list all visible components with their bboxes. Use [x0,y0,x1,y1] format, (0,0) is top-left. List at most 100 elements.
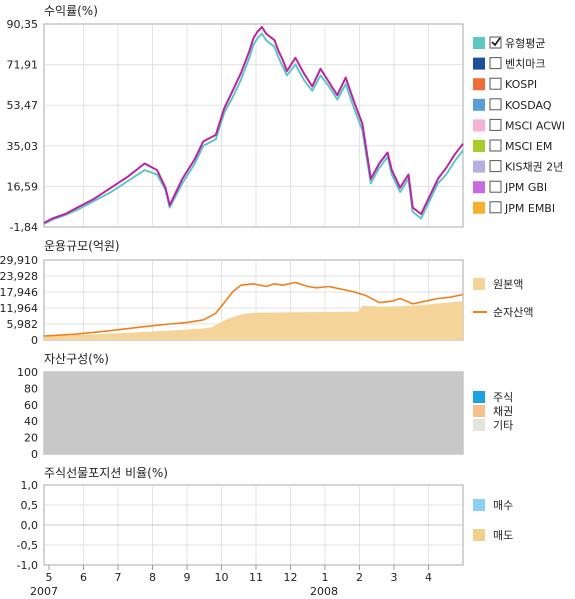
legend-checkbox[interactable] [489,57,502,70]
legend-item[interactable]: JPM EMBI [473,201,555,215]
y-tick-label: 53,47 [7,99,39,112]
legend-label: MSCI EM [505,140,552,153]
y-tick-label: 23,928 [0,270,38,283]
legend-item[interactable]: MSCI ACWI [473,118,565,132]
y-tick-label: 0 [31,334,38,347]
legend-swatch [473,499,485,511]
legend-swatch [473,160,485,173]
asset-mix-chart-title: 자산구성(%) [44,352,109,366]
x-tick-label: 11 [249,571,263,584]
legend-label: 주식 [493,391,513,404]
legend-swatch [473,37,485,49]
y-tick-label: 90,35 [7,18,39,31]
y-tick-label: 100 [17,366,38,379]
legend-label: 순자산액 [493,306,533,319]
legend-item[interactable]: KOSPI [473,77,537,91]
legend-swatch [473,529,485,541]
x-tick-label: 12 [284,571,298,584]
legend-item: 채권 [473,405,513,418]
legend-item: 매도 [473,529,513,542]
legend-item[interactable]: KOSDAQ [473,98,552,112]
legend-item: 원본액 [473,278,523,291]
legend-item[interactable]: 유형평균 [473,36,545,50]
y-tick-label: 0,0 [21,519,39,532]
legend-item[interactable]: MSCI EM [473,139,552,153]
legend-item: 기타 [473,419,513,432]
legend-item: 매수 [473,499,513,512]
legend-checkbox[interactable] [489,77,502,90]
y-tick-label: -1,0 [17,559,38,572]
futures-chart-title: 주식선물포지션 비율(%) [44,466,168,480]
legend-checkbox[interactable] [489,118,502,131]
y-tick-label: 20 [24,432,38,445]
series-area [44,301,463,340]
fund-size-chart: 운용규모(억원) 29,91023,92817,94611,9645,9820 … [0,239,533,347]
legend-swatch [473,419,485,431]
x-tick-label: 8 [149,571,156,584]
legend-label: JPM GBI [504,181,547,194]
legend-swatch [473,201,485,214]
x-tick-label: 2 [356,571,363,584]
legend-swatch [473,140,485,152]
y-tick-label: -0,5 [17,539,38,552]
x-tick-label: 5 [46,571,53,584]
fund-size-chart-title: 운용규모(억원) [44,239,120,253]
series-line [43,32,464,225]
y-tick-label: 71,91 [7,59,39,72]
legend-label: KIS채권 2년 [505,161,563,174]
x-tick-label: 6 [80,571,87,584]
legend-checkbox[interactable] [489,201,502,214]
x-tick-label: 3 [391,571,398,584]
x-tick-label: 10 [215,571,229,584]
legend-item[interactable]: JPM GBI [473,180,547,194]
check-icon [491,37,501,47]
legend-swatch [473,119,485,132]
legend-label: 원본액 [493,278,523,291]
legend-checkbox[interactable] [489,98,502,111]
legend-label: 채권 [493,405,513,418]
y-tick-label: 35,03 [7,140,39,153]
legend-swatch [473,391,485,403]
legend-item[interactable]: KIS채권 2년 [473,160,563,174]
legend-swatch [473,57,485,70]
x-tick-label: 4 [425,571,432,584]
returns-chart: 수익률(%) 90,35 71,91 53,47 35,03 16,59 -1,84 유형… [7,4,566,234]
y-tick-label: 5,982 [7,318,39,331]
y-tick-label: 0,5 [21,499,39,512]
y-tick-label: 80 [24,382,38,395]
legend-checkbox[interactable] [489,139,502,152]
x-tick-label: 1 [322,571,329,584]
legend-label: 매수 [493,499,513,512]
legend-label: 기타 [493,419,513,432]
legend-checkbox[interactable] [489,36,502,49]
series-line [43,281,464,337]
returns-chart-title: 수익률(%) [44,4,98,18]
legend-label: 매도 [493,529,513,542]
legend-swatch [473,278,485,290]
legend-swatch [473,98,485,111]
series-area [44,372,463,454]
legend-item[interactable]: 벤치마크 [473,57,545,71]
y-tick-label: 29,910 [0,254,38,267]
legend-swatch [473,181,485,194]
legend-label: JPM EMBI [504,202,555,215]
x-year-label: 2008 [310,585,338,598]
x-tick-label: 7 [115,571,122,584]
legend-label: MSCI ACWI [505,119,565,132]
legend-checkbox[interactable] [489,180,502,193]
legend-swatch [473,405,485,417]
legend-label: 유형평균 [505,37,545,50]
legend-label: KOSDAQ [505,99,552,112]
legend-checkbox[interactable] [489,160,502,173]
y-tick-label: 40 [24,415,38,428]
y-tick-label: 16,59 [7,180,39,193]
y-tick-label: 60 [24,399,38,412]
returns-plot-area [43,23,464,228]
legend-item: 순자산액 [473,306,533,319]
y-tick-label: 1,0 [21,479,39,492]
x-year-label: 2007 [30,585,58,598]
